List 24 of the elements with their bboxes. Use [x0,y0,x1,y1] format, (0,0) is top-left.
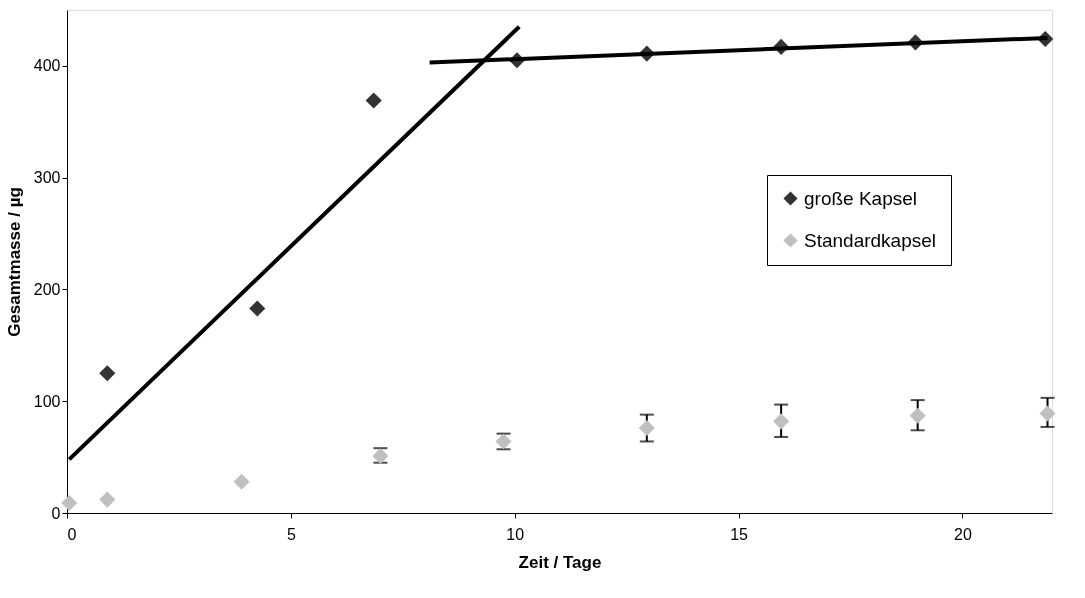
y-axis-title: Gesamtmasse / µg [4,187,24,337]
y-tick-label: 200 [33,280,61,298]
point [909,407,926,424]
x-axis-title: Zeit / Tage [518,552,602,572]
point [99,491,116,508]
point [233,473,250,490]
legend-label: große Kapsel [804,187,918,209]
x-tick-label: 10 [506,525,525,543]
x-tick-label: 5 [286,525,296,543]
legend-label: Standardkapsel [804,229,937,251]
point [99,365,116,382]
point [365,92,382,109]
y-tick-label: 0 [51,504,61,522]
point [638,419,655,437]
y-tick-label: 100 [33,392,61,410]
x-tick-label: 15 [730,525,749,543]
point [61,494,78,511]
point [1039,405,1056,422]
x-tick-label: 20 [954,525,972,543]
y-tick-label: 400 [33,57,61,75]
x-tick-label: 0 [67,525,77,543]
y-tick-label: 300 [33,169,61,187]
point [249,300,266,317]
point [773,413,790,430]
